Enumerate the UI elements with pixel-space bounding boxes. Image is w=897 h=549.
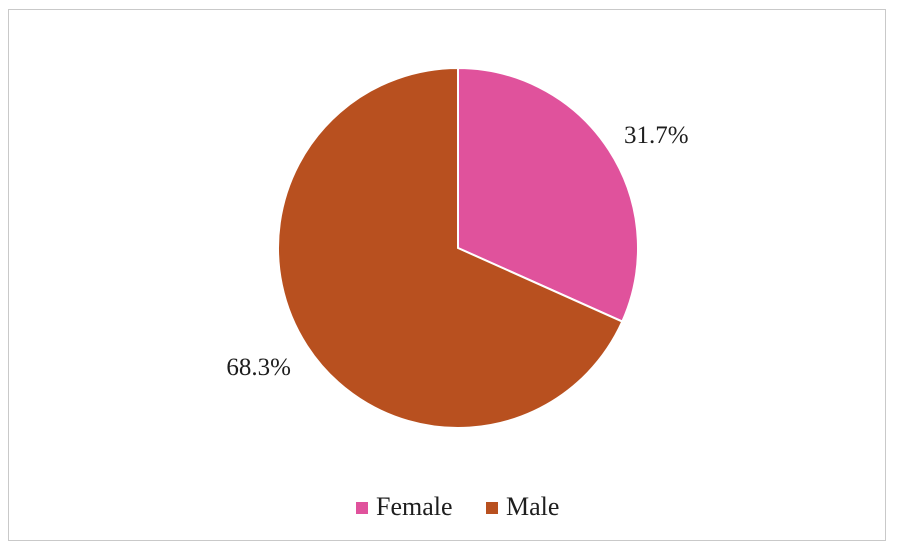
legend-label-male: Male [506,492,559,521]
pie-slice-female [457,66,639,323]
pie-slices [277,66,639,429]
data-label-male: 68.3% [226,354,291,381]
legend-swatch-male [486,502,498,514]
legend: Female Male [356,492,559,521]
data-label-female: 31.7% [624,122,689,149]
legend-swatch-female [356,502,368,514]
legend-label-female: Female [376,492,453,521]
pie-slice-male [277,66,624,429]
data-labels: 31.7% 68.3% [226,122,688,381]
